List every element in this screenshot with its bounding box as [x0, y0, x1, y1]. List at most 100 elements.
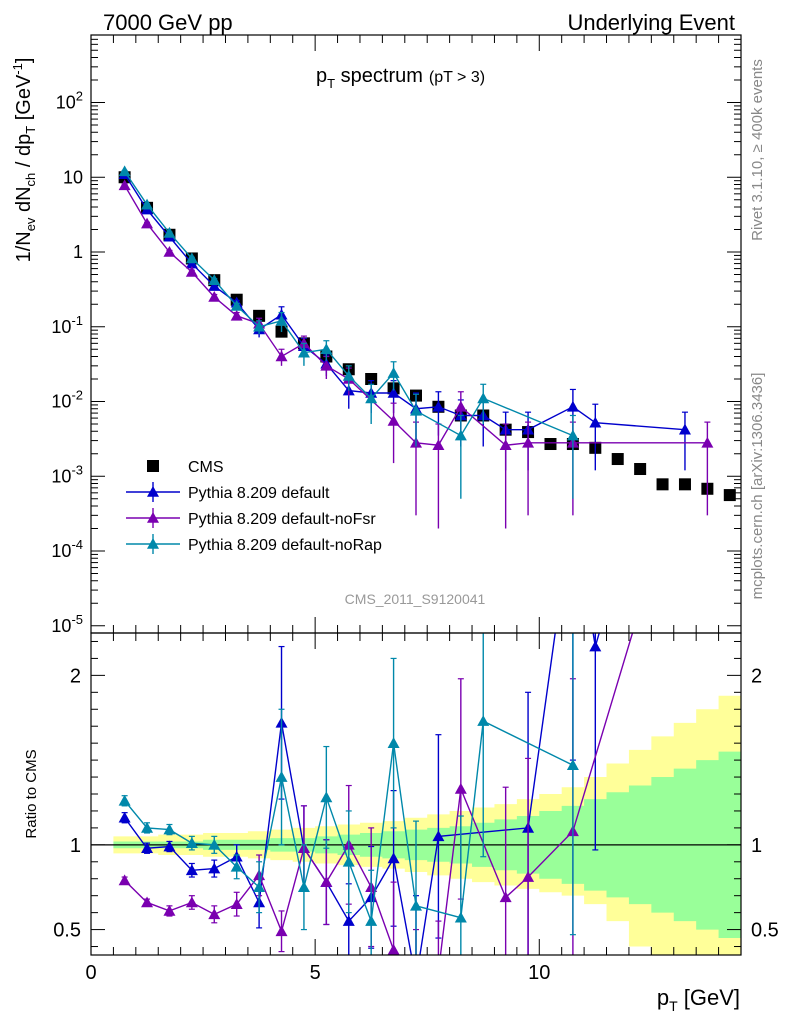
ratio-point — [454, 782, 467, 794]
cms-point — [656, 478, 669, 491]
legend-marker — [147, 486, 159, 497]
main-ytick-label: 10-3 — [51, 462, 83, 486]
main-point — [454, 429, 467, 441]
ratio-point — [454, 911, 467, 923]
ratio-ytick-label: 1 — [70, 835, 81, 857]
legend-label: Pythia 8.209 default-noFsr — [188, 511, 376, 528]
ratio-point — [208, 862, 221, 874]
main-point — [701, 436, 714, 448]
main-point — [320, 359, 333, 371]
mcplots-label: mcplots.cern.ch [arXiv:1306.3436] — [749, 373, 766, 600]
rivet-label: Rivet 3.1.10, ≥ 400k events — [749, 59, 766, 241]
main-yticks: 10-5 10-4 10-3 10-2 10-1 1 10 102 — [51, 34, 741, 636]
ratio-point — [253, 881, 266, 893]
main-point — [297, 346, 310, 358]
main-point — [387, 414, 400, 426]
main-point — [208, 274, 221, 285]
main-point — [163, 246, 176, 257]
ratio-point — [230, 898, 243, 909]
ratio-point — [185, 896, 198, 908]
main-point — [566, 400, 579, 412]
main-point — [230, 299, 243, 311]
xlabel: pT [GeV] — [657, 985, 740, 1014]
title-sub: T — [327, 76, 335, 91]
legend-label: Pythia 8.209 default — [188, 485, 330, 502]
ratio-point — [230, 860, 243, 872]
ratio-point — [589, 640, 602, 652]
ratio-point — [163, 904, 176, 916]
main-point — [432, 439, 445, 451]
main-series — [118, 165, 736, 529]
ratio-point — [141, 896, 154, 908]
main-point — [208, 280, 221, 291]
main-point — [477, 392, 490, 404]
legend-marker — [147, 538, 159, 549]
ratio-point — [477, 715, 490, 726]
ratio-xtick-label: 5 — [310, 962, 321, 984]
main-panel: 10-5 10-4 10-3 10-2 10-1 1 10 102 pT spectrum (p… — [10, 34, 742, 636]
ratio-point — [342, 855, 355, 867]
main-series-line — [124, 173, 686, 431]
main-point — [230, 309, 243, 321]
main-point — [275, 350, 288, 362]
main-point — [566, 429, 579, 441]
main-ytick-label: 1 — [73, 242, 83, 262]
ratio-point — [410, 899, 422, 911]
ratio-point — [432, 830, 445, 842]
ratio-point — [118, 794, 131, 806]
main-point — [499, 439, 512, 451]
ratio-ytick-label: 0.5 — [53, 920, 81, 942]
ratio-point — [163, 823, 176, 835]
ratio-point — [342, 915, 355, 926]
watermark: CMS_2011_S9120041 — [345, 591, 486, 607]
main-point — [410, 404, 422, 416]
main-point — [342, 369, 355, 381]
legend: CMS Pythia 8.209 default Pythia 8.209 defa… — [126, 459, 382, 554]
ratio-point — [118, 874, 131, 886]
ratio-point — [208, 838, 221, 850]
title-small: (pT > 3) — [429, 69, 485, 86]
main-ytick-label: 10-5 — [51, 612, 83, 636]
main-ylabel: 1/Nev dNch / dpT [GeV-1] — [10, 58, 38, 263]
main-ytick-label: 10-4 — [51, 537, 83, 561]
main-point — [387, 386, 400, 398]
cms-point — [611, 453, 624, 466]
ratio-point — [522, 871, 535, 882]
header-left: 7000 GeV pp — [103, 10, 233, 35]
ratio-ytick-label-right: 2 — [751, 665, 762, 687]
ratio-point — [566, 759, 579, 770]
main-point — [185, 252, 198, 264]
main-point — [253, 320, 266, 332]
main-point — [320, 343, 333, 355]
ratio-ytick-label: 2 — [70, 665, 81, 687]
main-point — [387, 367, 400, 378]
ratio-point — [141, 842, 154, 854]
legend-label: CMS — [188, 459, 224, 476]
ratio-point — [118, 811, 131, 823]
main-xticks — [90, 35, 742, 633]
legend-cms-marker — [147, 460, 159, 472]
ratio-panel: 0.5 0.5 1 1 2 2 0 5 10 Ratio to CMS pT [GeV] — [23, 632, 779, 1014]
main-ytick-label: 10 — [63, 167, 83, 187]
main-title: pT spectrum (pT > 3) — [316, 65, 485, 91]
ratio-point — [275, 771, 288, 782]
main-ytick-label: 102 — [56, 89, 83, 113]
ratio-bands — [113, 695, 741, 955]
ratio-xtick-label: 10 — [528, 962, 550, 984]
main-point — [678, 423, 691, 435]
main-point — [118, 165, 131, 177]
cms-point — [365, 373, 378, 386]
main-point — [141, 217, 154, 229]
ratio-point — [387, 943, 400, 955]
ratio-point — [365, 915, 378, 926]
ratio-point — [297, 881, 310, 893]
main-ytick-label: 10-1 — [51, 313, 83, 337]
legend-marker — [147, 512, 159, 523]
ratio-point — [185, 837, 198, 848]
cms-point — [723, 489, 736, 502]
ratio-point — [141, 821, 154, 833]
cms-point — [634, 463, 647, 476]
main-point — [185, 266, 198, 277]
main-point — [163, 226, 176, 238]
